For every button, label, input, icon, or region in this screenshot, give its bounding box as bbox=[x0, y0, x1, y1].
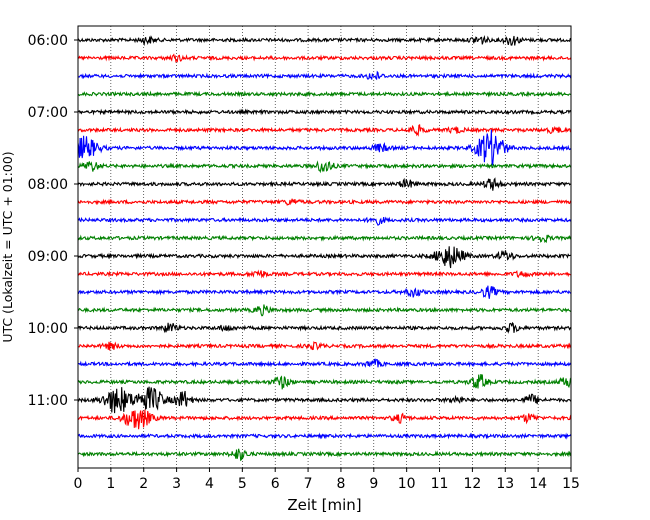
x-tick-label-3: 3 bbox=[172, 476, 181, 492]
x-tick-label-5: 5 bbox=[238, 476, 247, 492]
x-tick-label-9: 9 bbox=[369, 476, 378, 492]
trace-0645 bbox=[77, 90, 572, 98]
trace-0800 bbox=[77, 177, 572, 191]
x-tick-label-8: 8 bbox=[336, 476, 345, 492]
trace-0900 bbox=[77, 246, 572, 269]
trace-1130 bbox=[77, 432, 572, 440]
seismic-traces bbox=[77, 34, 572, 462]
y-tick-label-1100: 11:00 bbox=[28, 393, 68, 409]
trace-0945 bbox=[78, 304, 572, 317]
x-tick-label-7: 7 bbox=[304, 476, 313, 492]
trace-0745 bbox=[77, 160, 571, 174]
trace-0830 bbox=[77, 216, 572, 226]
x-tick-label-10: 10 bbox=[398, 476, 416, 492]
trace-1015 bbox=[77, 341, 572, 351]
trace-0845 bbox=[77, 234, 572, 244]
y-tick-label-1000: 10:00 bbox=[28, 321, 68, 337]
x-tick-label-2: 2 bbox=[139, 476, 148, 492]
trace-0730 bbox=[77, 129, 572, 167]
x-tick-label-4: 4 bbox=[205, 476, 214, 492]
x-tick-label-15: 15 bbox=[562, 476, 580, 492]
x-axis-ticks: 0 1 2 3 4 5 6 7 8 9 10 11 12 13 14 15 bbox=[74, 468, 580, 492]
trace-0715 bbox=[77, 124, 572, 137]
x-tick-label-11: 11 bbox=[431, 476, 449, 492]
y-tick-label-0800: 08:00 bbox=[28, 177, 68, 193]
y-tick-label-0900: 09:00 bbox=[28, 249, 68, 265]
y-axis-label: UTC (Lokalzeit = UTC + 01:00) bbox=[0, 151, 15, 342]
trace-1115 bbox=[77, 409, 572, 430]
x-axis-label: Zeit [min] bbox=[287, 496, 361, 514]
x-tick-label-1: 1 bbox=[106, 476, 115, 492]
y-tick-label-0600: 06:00 bbox=[28, 33, 68, 49]
trace-1030 bbox=[77, 358, 572, 368]
x-tick-label-0: 0 bbox=[74, 476, 83, 492]
trace-0930 bbox=[77, 285, 572, 299]
x-tick-label-13: 13 bbox=[496, 476, 514, 492]
trace-1000 bbox=[77, 321, 572, 334]
trace-1100 bbox=[77, 386, 572, 414]
trace-0615 bbox=[77, 53, 572, 63]
trace-0630 bbox=[77, 70, 572, 81]
x-tick-label-12: 12 bbox=[463, 476, 481, 492]
trace-0815 bbox=[77, 198, 572, 206]
x-tick-label-6: 6 bbox=[271, 476, 280, 492]
plot-frame bbox=[77, 25, 572, 469]
trace-0700 bbox=[77, 108, 572, 116]
trace-0915 bbox=[77, 269, 572, 279]
y-axis-ticks: 06:00 07:00 08:00 09:00 10:00 11:00 bbox=[28, 33, 78, 409]
y-tick-label-0700: 07:00 bbox=[28, 105, 68, 121]
trace-1045 bbox=[77, 374, 572, 390]
trace-0600 bbox=[77, 34, 572, 47]
x-tick-label-14: 14 bbox=[529, 476, 547, 492]
trace-1145 bbox=[77, 448, 572, 462]
